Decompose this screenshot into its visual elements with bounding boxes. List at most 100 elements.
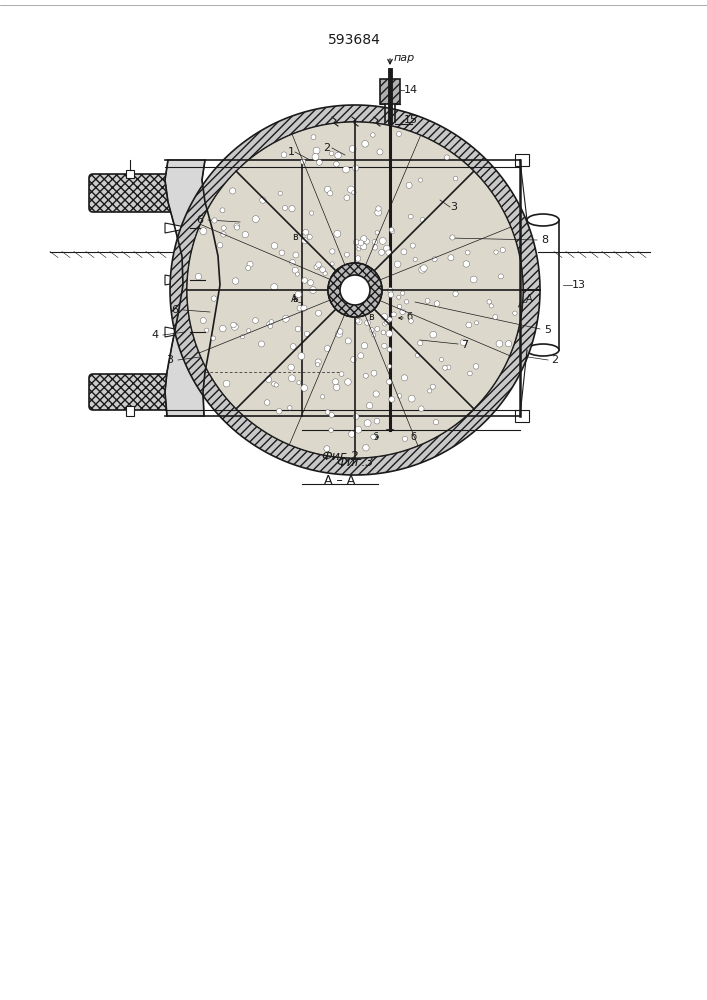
Bar <box>378 313 402 323</box>
Circle shape <box>282 315 289 322</box>
FancyBboxPatch shape <box>305 347 477 371</box>
Circle shape <box>325 410 330 414</box>
Text: 2: 2 <box>323 143 330 153</box>
Circle shape <box>242 231 248 238</box>
Circle shape <box>365 320 370 326</box>
Circle shape <box>271 284 278 290</box>
Circle shape <box>310 287 317 294</box>
Circle shape <box>264 400 270 405</box>
Polygon shape <box>165 327 190 337</box>
Circle shape <box>308 280 314 286</box>
Circle shape <box>419 178 423 182</box>
Circle shape <box>233 278 239 284</box>
Circle shape <box>390 229 395 234</box>
Circle shape <box>443 365 448 370</box>
Circle shape <box>276 408 282 414</box>
Circle shape <box>339 372 344 376</box>
Circle shape <box>320 395 325 399</box>
Circle shape <box>500 247 506 253</box>
Circle shape <box>421 265 427 271</box>
Circle shape <box>431 384 436 389</box>
Circle shape <box>356 319 360 323</box>
Circle shape <box>297 305 303 311</box>
Circle shape <box>353 165 358 171</box>
Circle shape <box>297 381 301 385</box>
Circle shape <box>302 238 308 244</box>
Circle shape <box>397 295 401 299</box>
Circle shape <box>389 227 394 232</box>
Circle shape <box>211 296 216 301</box>
Polygon shape <box>187 122 523 458</box>
Circle shape <box>473 364 479 369</box>
Circle shape <box>395 261 401 267</box>
Circle shape <box>344 252 349 257</box>
Circle shape <box>380 238 386 244</box>
Circle shape <box>361 343 368 349</box>
Circle shape <box>355 256 361 261</box>
Circle shape <box>349 431 355 437</box>
Circle shape <box>235 225 240 230</box>
Bar <box>515 154 529 166</box>
Circle shape <box>334 384 340 391</box>
Circle shape <box>211 336 216 340</box>
Circle shape <box>271 243 278 249</box>
Circle shape <box>425 298 430 303</box>
Circle shape <box>375 209 382 216</box>
Circle shape <box>343 166 349 173</box>
Circle shape <box>379 249 385 255</box>
Circle shape <box>362 140 368 147</box>
Bar <box>126 170 134 178</box>
Bar <box>380 79 400 104</box>
FancyBboxPatch shape <box>89 174 175 212</box>
Circle shape <box>221 232 226 237</box>
Circle shape <box>357 247 361 251</box>
Circle shape <box>416 353 420 358</box>
Ellipse shape <box>527 344 559 356</box>
Circle shape <box>266 376 271 383</box>
Circle shape <box>308 234 312 239</box>
Circle shape <box>271 382 276 386</box>
Circle shape <box>453 291 458 297</box>
Circle shape <box>413 257 417 262</box>
Circle shape <box>375 327 380 332</box>
Bar <box>515 410 529 422</box>
Circle shape <box>344 195 350 201</box>
Circle shape <box>375 231 380 235</box>
Ellipse shape <box>223 368 241 376</box>
Circle shape <box>204 328 209 332</box>
Circle shape <box>386 330 392 337</box>
Circle shape <box>433 419 438 425</box>
Circle shape <box>223 380 230 387</box>
Bar <box>378 233 402 243</box>
Text: б: б <box>410 432 416 442</box>
Circle shape <box>419 406 424 411</box>
Circle shape <box>388 292 394 298</box>
Circle shape <box>363 445 369 451</box>
Circle shape <box>247 329 251 333</box>
Circle shape <box>493 315 498 319</box>
Circle shape <box>373 391 379 397</box>
Bar <box>378 233 402 243</box>
Circle shape <box>374 418 380 424</box>
Circle shape <box>340 275 370 305</box>
Circle shape <box>384 245 390 251</box>
Circle shape <box>354 240 359 245</box>
Text: в: в <box>292 232 298 242</box>
Circle shape <box>323 271 327 276</box>
Circle shape <box>364 420 371 427</box>
Circle shape <box>295 291 302 298</box>
Circle shape <box>274 383 279 387</box>
Circle shape <box>335 152 341 159</box>
Circle shape <box>354 414 359 420</box>
FancyBboxPatch shape <box>302 305 478 331</box>
Circle shape <box>329 412 334 418</box>
Circle shape <box>387 288 393 293</box>
Circle shape <box>389 396 395 402</box>
Circle shape <box>366 402 373 409</box>
Circle shape <box>328 263 382 317</box>
Circle shape <box>289 206 295 212</box>
Circle shape <box>434 301 440 306</box>
FancyBboxPatch shape <box>302 225 478 251</box>
Circle shape <box>348 186 354 193</box>
Circle shape <box>328 263 382 317</box>
